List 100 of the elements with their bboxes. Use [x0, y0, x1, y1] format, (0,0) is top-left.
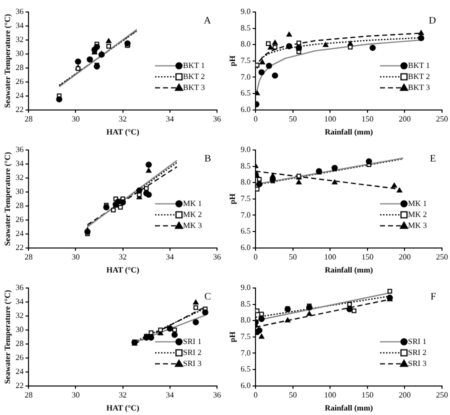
x-tick-label: 250	[436, 252, 448, 262]
y-tick-label: 22	[16, 380, 24, 390]
y-tick-label: 36	[16, 7, 24, 16]
y-axis-title: pH	[228, 54, 237, 66]
x-tick-label: 28	[24, 114, 33, 124]
x-axis-title: HAT (°C)	[106, 127, 140, 136]
legend-label: BKT 2	[183, 72, 205, 81]
annotation: E	[430, 154, 436, 165]
x-tick-label: 200	[398, 390, 411, 400]
x-tick-label: 32	[118, 114, 127, 124]
x-tick-label: 150	[361, 252, 374, 262]
y-tick-label: 6.5	[240, 364, 251, 374]
x-tick-label: 34	[166, 390, 174, 400]
y-tick-label: 26	[16, 214, 24, 224]
y-tick-label: 6.5	[240, 226, 251, 236]
y-tick-label: 7.0	[240, 210, 251, 220]
x-tick-label: 34	[166, 252, 174, 262]
legend-label: MK 1	[183, 198, 202, 208]
legend-label: BKT 1	[408, 60, 430, 70]
y-axis-title: Seawater Temperature (°C)	[2, 14, 12, 108]
y-tick-label: 9.0	[240, 145, 251, 154]
legend-label: SRI 1	[408, 336, 426, 346]
x-axis-title: Rainfall (mm)	[324, 127, 374, 136]
y-tick-label: 6.0	[240, 380, 251, 390]
y-tick-label: 7.0	[240, 348, 251, 358]
y-tick-label: 30	[16, 49, 24, 58]
legend-label: SRI 2	[183, 348, 202, 357]
y-tick-label: 28	[16, 62, 24, 72]
x-tick-label: 100	[324, 114, 336, 124]
x-tick-label: 0	[254, 390, 258, 400]
annotation: B	[204, 154, 212, 165]
legend-label: SRI 3	[183, 358, 202, 368]
y-tick-label: 30	[16, 325, 24, 334]
y-tick-label: 32	[16, 173, 24, 182]
legend-label: SRI 1	[183, 336, 202, 346]
y-tick-label: 8.0	[240, 316, 251, 325]
legend-label: BKT 3	[183, 82, 205, 92]
annotation: C	[204, 292, 212, 303]
x-tick-label: 100	[324, 252, 336, 262]
annotation: D	[428, 16, 436, 27]
y-tick-label: 7.5	[240, 332, 251, 341]
x-tick-label: 150	[361, 390, 374, 400]
y-tick-label: 8.5	[240, 299, 251, 308]
x-tick-label: 32	[118, 390, 127, 400]
y-axis-title: pH	[228, 192, 237, 204]
y-tick-label: 22	[16, 104, 24, 114]
y-tick-label: 6.0	[240, 242, 251, 252]
x-tick-label: 30	[72, 252, 80, 262]
x-tick-label: 200	[398, 252, 411, 262]
y-tick-label: 8.5	[240, 23, 251, 32]
x-tick-label: 200	[398, 114, 411, 124]
legend-label: BKT 3	[408, 82, 430, 92]
legend-label: MK 2	[408, 210, 427, 219]
x-tick-label: 50	[288, 252, 297, 262]
y-tick-label: 32	[16, 35, 24, 44]
y-tick-label: 8.5	[240, 161, 251, 170]
y-tick-label: 34	[16, 21, 24, 30]
x-tick-label: 30	[72, 114, 80, 124]
legend-label: BKT 1	[183, 60, 205, 70]
legend-label: SRI 3	[408, 358, 426, 368]
y-tick-label: 7.5	[240, 194, 251, 203]
x-tick-label: 36	[213, 114, 221, 124]
x-tick-label: 28	[24, 390, 33, 400]
x-tick-label: 30	[72, 390, 80, 400]
y-tick-label: 8.0	[240, 40, 251, 49]
legend-label: MK 3	[183, 220, 202, 230]
x-tick-label: 100	[324, 390, 336, 400]
x-tick-label: 36	[213, 252, 221, 262]
annotation: A	[204, 16, 212, 27]
y-axis-title: Seawater Temperature (°C)	[2, 290, 12, 384]
y-tick-label: 28	[16, 200, 24, 210]
y-tick-label: 24	[16, 90, 24, 100]
y-tick-label: 7.5	[240, 56, 251, 65]
y-tick-label: 28	[16, 338, 24, 348]
y-tick-label: 24	[16, 366, 24, 376]
x-tick-label: 150	[361, 114, 374, 124]
y-tick-label: 6.0	[240, 104, 251, 114]
x-tick-label: 250	[436, 390, 448, 400]
x-axis-title: HAT (°C)	[106, 265, 140, 274]
y-axis-title: pH	[228, 330, 237, 342]
legend-label: SRI 2	[408, 348, 426, 357]
y-tick-label: 32	[16, 311, 24, 320]
x-tick-label: 50	[288, 390, 297, 400]
y-tick-label: 6.5	[240, 88, 251, 98]
legend-label: BKT 2	[408, 72, 430, 81]
y-tick-label: 26	[16, 352, 24, 362]
y-tick-label: 22	[16, 242, 24, 252]
x-tick-label: 250	[436, 114, 448, 124]
y-tick-label: 8.0	[240, 178, 251, 187]
y-tick-label: 24	[16, 228, 24, 238]
y-tick-label: 34	[16, 159, 24, 168]
legend-label: MK 2	[183, 210, 202, 219]
x-axis-title: Rainfall (mm)	[324, 403, 374, 412]
y-axis-title: Seawater Temperature (°C)	[2, 152, 12, 246]
y-tick-label: 7.0	[240, 72, 251, 82]
x-tick-label: 34	[166, 114, 174, 124]
y-tick-label: 26	[16, 76, 24, 86]
legend-label: MK 3	[408, 220, 427, 230]
y-tick-label: 36	[16, 145, 24, 154]
y-tick-label: 9.0	[240, 7, 251, 16]
